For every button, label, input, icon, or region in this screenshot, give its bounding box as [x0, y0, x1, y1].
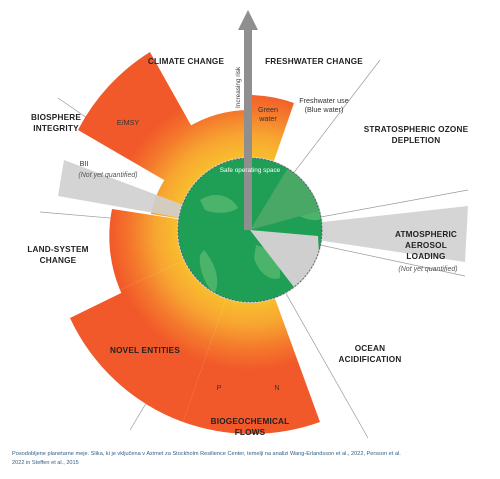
bii-note: (Not yet quantified) — [78, 172, 137, 179]
land-system-label-2: CHANGE — [40, 256, 77, 265]
climate-change-label: CLIMATE CHANGE — [148, 57, 225, 66]
bii-label: BII — [80, 159, 89, 168]
novel-entities-label: NOVEL ENTITIES — [110, 346, 180, 355]
biogeochemical-label-2: FLOWS — [235, 428, 266, 437]
wedge-aerosol — [250, 206, 468, 262]
caption-line-2: 2022 in Steffen et al., 2015 — [12, 460, 79, 466]
emsy-label: E/MSY — [117, 118, 140, 127]
biogeochemical-label-1: BIOGEOCHEMICAL — [211, 417, 290, 426]
atmospheric-label-3: LOADING — [406, 252, 445, 261]
atmospheric-note: (Not yet quantified) — [398, 266, 457, 273]
stratospheric-label-1: STRATOSPHERIC OZONE — [364, 125, 469, 134]
green-water-label-1: Green — [258, 105, 278, 114]
phosphorus-label: P — [217, 383, 222, 392]
figure-caption: Posodobljene planetarne meje. Slika, ki … — [12, 450, 490, 468]
freshwater-change-label: FRESHWATER CHANGE — [265, 57, 363, 66]
atmospheric-label-2: AEROSOL — [405, 241, 447, 250]
increasing-risk-arrow — [238, 10, 258, 230]
green-water-label-2: water — [258, 114, 277, 123]
biosphere-label-1: BIOSPHERE — [31, 113, 81, 122]
safe-space-label: Safe operating space — [220, 167, 281, 174]
ocean-label-2: ACIDIFICATION — [339, 355, 402, 364]
biosphere-label-2: INTEGRITY — [33, 124, 79, 133]
stratospheric-label-2: DEPLETION — [392, 136, 441, 145]
increasing-risk-label: Increasing risk — [235, 66, 242, 108]
caption-line-1: Posodobljene planetarne meje. Slika, ki … — [12, 451, 401, 457]
ocean-label-1: OCEAN — [355, 344, 386, 353]
freshwater-use-label-2: (Blue water) — [305, 105, 344, 114]
nitrogen-label: N — [274, 383, 279, 392]
land-system-label-1: LAND-SYSTEM — [27, 245, 88, 254]
freshwater-use-label-1: Freshwater use — [299, 96, 349, 105]
atmospheric-label-1: ATMOSPHERIC — [395, 230, 457, 239]
